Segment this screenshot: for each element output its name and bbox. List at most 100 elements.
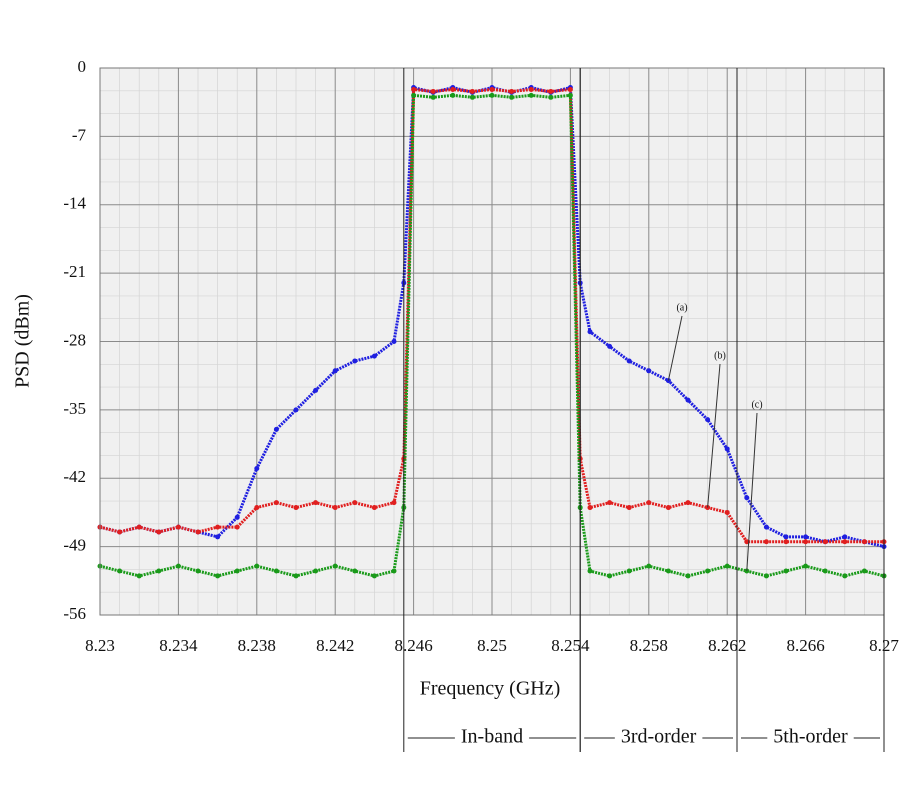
data-point: [822, 539, 828, 545]
data-point: [744, 495, 750, 501]
data-point: [156, 568, 162, 574]
data-point: [626, 505, 632, 511]
y-tick-label: -42: [63, 467, 86, 486]
data-point: [411, 92, 417, 98]
y-tick-label: -21: [63, 262, 86, 281]
data-point: [215, 524, 221, 530]
region-label: In-band: [461, 726, 523, 748]
data-point: [509, 94, 515, 100]
data-point: [528, 86, 534, 92]
data-point: [254, 465, 260, 471]
y-axis-title: PSD (dBm): [12, 294, 34, 388]
x-tick-label: 8.25: [477, 636, 507, 655]
data-point: [332, 368, 338, 374]
data-point: [313, 500, 319, 506]
data-point: [646, 368, 652, 374]
data-point: [724, 563, 730, 569]
annotation-label: (b): [714, 350, 726, 361]
data-point: [136, 573, 142, 579]
annotation-label: (c): [751, 399, 762, 410]
data-point: [626, 568, 632, 574]
data-point: [783, 568, 789, 574]
data-point: [489, 92, 495, 98]
data-point: [371, 353, 377, 359]
data-point: [332, 563, 338, 569]
data-point: [567, 86, 573, 92]
data-point: [195, 568, 201, 574]
data-point: [842, 573, 848, 579]
data-point: [234, 524, 240, 530]
data-point: [803, 563, 809, 569]
x-tick-label: 8.266: [786, 636, 824, 655]
data-point: [469, 94, 475, 100]
data-point: [234, 514, 240, 520]
x-axis-title: Frequency (GHz): [420, 678, 561, 700]
data-point: [724, 446, 730, 452]
x-tick-label: 8.234: [159, 636, 198, 655]
data-point: [744, 539, 750, 545]
data-point: [509, 88, 515, 94]
region-label: 5th-order: [773, 726, 848, 748]
x-tick-label: 8.246: [394, 636, 432, 655]
data-point: [293, 505, 299, 511]
x-tick-label: 8.254: [551, 636, 590, 655]
data-point: [665, 568, 671, 574]
y-tick-label: -7: [72, 125, 87, 144]
data-point: [528, 92, 534, 98]
data-point: [548, 88, 554, 94]
data-point: [136, 524, 142, 530]
data-point: [763, 573, 769, 579]
data-point: [803, 534, 809, 540]
data-point: [861, 568, 867, 574]
y-tick-label: -14: [63, 194, 86, 213]
data-point: [117, 529, 123, 535]
data-point: [842, 534, 848, 540]
data-point: [430, 88, 436, 94]
data-point: [763, 524, 769, 530]
grid: [99, 67, 885, 616]
data-point: [352, 500, 358, 506]
data-point: [587, 329, 593, 335]
data-point: [587, 568, 593, 574]
data-point: [117, 568, 123, 574]
data-point: [215, 534, 221, 540]
annotation-leader: [667, 315, 683, 381]
data-point: [489, 86, 495, 92]
annotation-leader: [707, 363, 721, 508]
data-point: [705, 568, 711, 574]
data-point: [332, 505, 338, 511]
data-point: [430, 94, 436, 100]
data-point: [685, 500, 691, 506]
data-point: [607, 573, 613, 579]
data-point: [175, 524, 181, 530]
data-point: [783, 539, 789, 545]
data-point: [234, 568, 240, 574]
x-tick-label: 8.238: [238, 636, 276, 655]
data-point: [822, 568, 828, 574]
data-point: [685, 573, 691, 579]
data-point: [803, 539, 809, 545]
x-tick-label: 8.242: [316, 636, 354, 655]
data-point: [763, 539, 769, 545]
data-point: [783, 534, 789, 540]
data-point: [705, 417, 711, 423]
data-point: [175, 563, 181, 569]
data-point: [842, 539, 848, 545]
data-point: [587, 505, 593, 511]
y-tick-label: -49: [63, 536, 86, 555]
data-point: [626, 358, 632, 364]
data-point: [861, 539, 867, 545]
data-point: [685, 397, 691, 403]
data-point: [665, 505, 671, 511]
region-label: 3rd-order: [621, 726, 697, 748]
data-point: [254, 505, 260, 511]
data-point: [215, 573, 221, 579]
data-point: [371, 505, 377, 511]
annotation-label: (a): [676, 302, 687, 313]
data-point: [273, 426, 279, 432]
marks: [97, 85, 887, 579]
data-point: [724, 509, 730, 515]
data-point: [273, 500, 279, 506]
data-point: [450, 92, 456, 98]
